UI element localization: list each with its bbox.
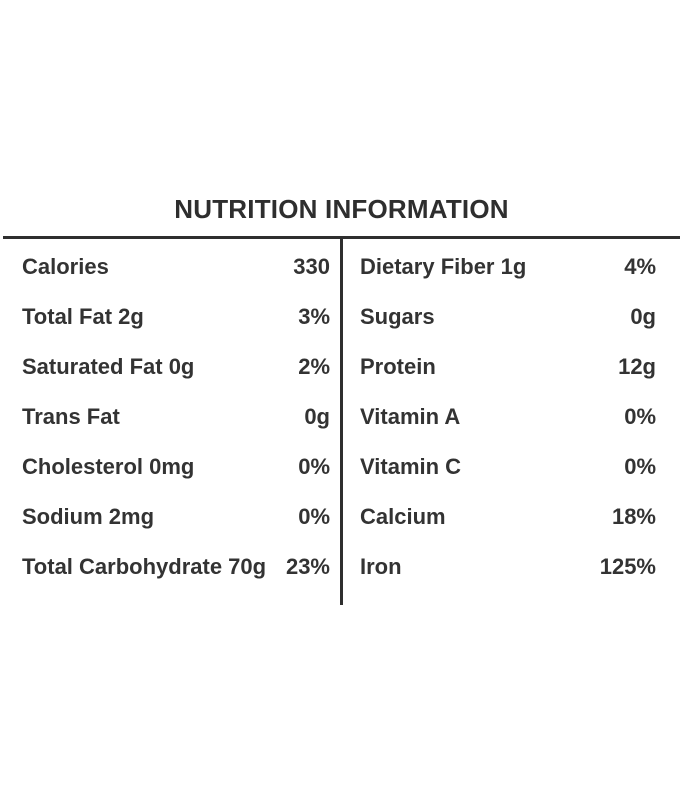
nutrition-row-total-fat: Total Fat 2g 3% [22,292,330,342]
nutrient-label: Calories [22,254,109,279]
nutrient-value: 0g [630,304,656,329]
nutrition-row-vitamin-c: Vitamin C 0% [360,442,656,492]
nutrient-value: 18% [611,504,656,529]
nutrient-label: Vitamin C [360,454,462,479]
nutrient-label: Sugars [360,304,435,329]
nutrition-row-cholesterol: Cholesterol 0mg 0% [22,442,330,492]
nutrition-row-vitamin-a: Vitamin A 0% [360,392,656,442]
nutrient-label: Sodium 2mg [22,504,155,529]
panel-title: NUTRITION INFORMATION [174,194,509,224]
nutrient-label: Trans Fat [22,404,120,429]
nutrient-value: 2% [298,354,330,379]
nutrient-value: 0g [304,404,330,429]
nutrient-label: Protein [360,354,436,379]
nutrient-value: 0% [624,404,656,429]
nutrition-row-total-carbohydrate: Total Carbohydrate 70g 23% [22,542,330,592]
nutrient-value: 23% [285,554,330,579]
nutrient-value: 0% [298,504,330,529]
nutrition-row-sodium: Sodium 2mg 0% [22,492,330,542]
nutrition-column-right: Dietary Fiber 1g 4% Sugars 0g Protein 12… [341,242,683,592]
nutrition-column-left: Calories 330 Total Fat 2g 3% Saturated F… [0,242,341,592]
nutrition-table: Calories 330 Total Fat 2g 3% Saturated F… [0,242,683,592]
nutrient-value: 330 [293,254,330,279]
nutrient-label: Iron [360,554,402,579]
nutrient-label: Vitamin A [360,404,461,429]
nutrition-row-calcium: Calcium 18% [360,492,656,542]
nutrient-label: Total Fat 2g [22,304,144,329]
nutrient-value: 125% [599,554,656,579]
nutrient-value: 3% [298,304,330,329]
nutrition-row-dietary-fiber: Dietary Fiber 1g 4% [360,242,656,292]
nutrient-value: 4% [624,254,656,279]
column-divider-line [340,239,343,605]
nutrition-row-saturated-fat: Saturated Fat 0g 2% [22,342,330,392]
title-underline-rule [3,236,680,239]
nutrition-row-sugars: Sugars 0g [360,292,656,342]
nutrition-row-protein: Protein 12g [360,342,656,392]
nutrient-label: Cholesterol 0mg [22,454,195,479]
nutrient-value: 12g [618,354,656,379]
nutrient-value: 0% [624,454,656,479]
nutrient-label: Calcium [360,504,446,529]
nutrient-label: Dietary Fiber 1g [360,254,527,279]
nutrient-label: Saturated Fat 0g [22,354,195,379]
nutrient-label: Total Carbohydrate 70g [22,554,267,579]
nutrition-row-trans-fat: Trans Fat 0g [22,392,330,442]
nutrition-row-iron: Iron 125% [360,542,656,592]
nutrition-row-calories: Calories 330 [22,242,330,292]
nutrient-value: 0% [298,454,330,479]
